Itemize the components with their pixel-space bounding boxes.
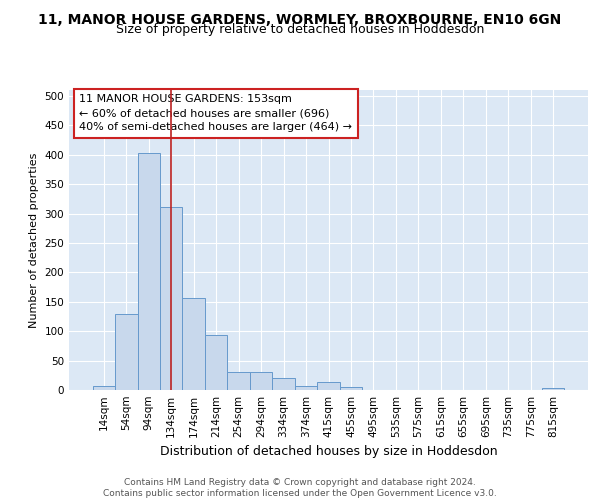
Bar: [272, 378, 295, 390]
Bar: [92, 386, 115, 390]
Bar: [250, 372, 272, 390]
Bar: [160, 207, 182, 390]
Text: Size of property relative to detached houses in Hoddesdon: Size of property relative to detached ho…: [116, 22, 484, 36]
Bar: [340, 387, 362, 390]
Text: 11, MANOR HOUSE GARDENS, WORMLEY, BROXBOURNE, EN10 6GN: 11, MANOR HOUSE GARDENS, WORMLEY, BROXBO…: [38, 12, 562, 26]
X-axis label: Distribution of detached houses by size in Hoddesdon: Distribution of detached houses by size …: [160, 446, 497, 458]
Bar: [205, 336, 227, 390]
Y-axis label: Number of detached properties: Number of detached properties: [29, 152, 39, 328]
Bar: [137, 153, 160, 390]
Text: 11 MANOR HOUSE GARDENS: 153sqm
← 60% of detached houses are smaller (696)
40% of: 11 MANOR HOUSE GARDENS: 153sqm ← 60% of …: [79, 94, 352, 132]
Bar: [182, 298, 205, 390]
Text: Contains HM Land Registry data © Crown copyright and database right 2024.
Contai: Contains HM Land Registry data © Crown c…: [103, 478, 497, 498]
Bar: [115, 314, 137, 390]
Bar: [317, 382, 340, 390]
Bar: [542, 388, 565, 390]
Bar: [295, 386, 317, 390]
Bar: [227, 372, 250, 390]
